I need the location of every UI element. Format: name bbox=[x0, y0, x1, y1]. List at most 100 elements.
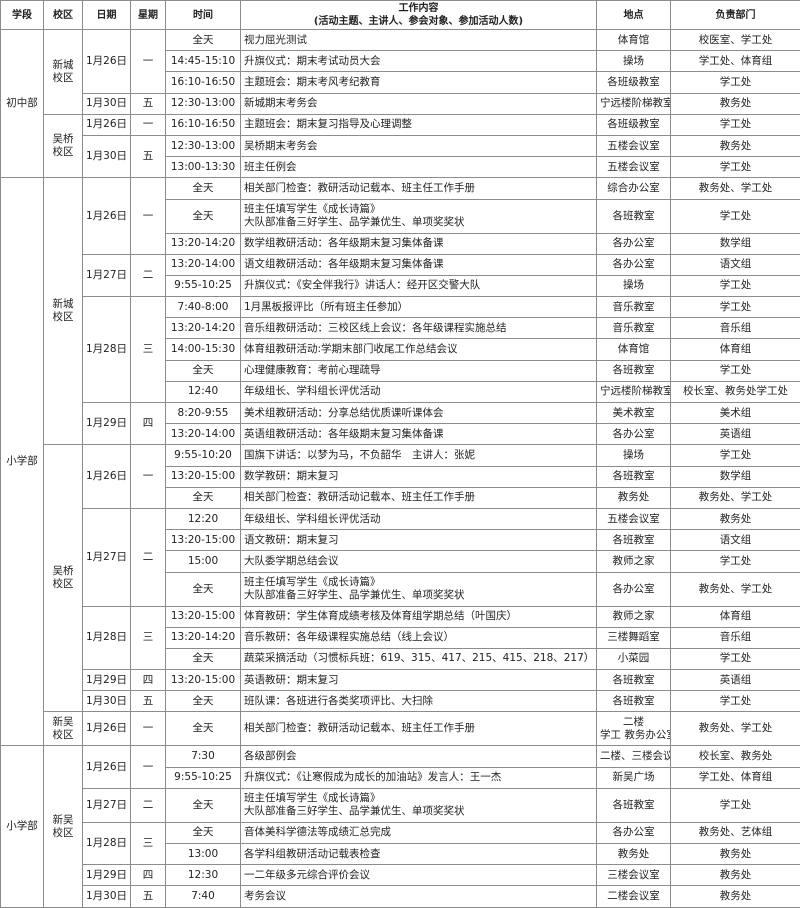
dept-cell: 教务处、艺体组 bbox=[671, 822, 800, 843]
time-cell: 13:20-14:00 bbox=[166, 254, 241, 275]
time-cell: 全天 bbox=[166, 199, 241, 233]
header-content: 工作内容 (活动主题、主讲人、参会对象、参加活动人数) bbox=[241, 1, 597, 30]
location-line: 宁远楼阶梯教室 bbox=[600, 385, 667, 398]
content-cell: 视力屈光测试 bbox=[241, 30, 597, 51]
content-cell: 班队课：各班进行各类奖项评比、大扫除 bbox=[241, 691, 597, 712]
weekday-cell: 四 bbox=[131, 865, 166, 886]
content-line: 班主任填写学生《成长诗篇》 bbox=[244, 203, 593, 216]
campus-label: 新城 bbox=[47, 59, 79, 72]
content-cell: 音体美科学德法等成绩汇总完成 bbox=[241, 822, 597, 843]
location-cell: 教务处 bbox=[597, 844, 671, 865]
campus-cell: 新城校区 bbox=[44, 178, 83, 445]
location-line: 五楼会议室 bbox=[600, 513, 667, 526]
time-cell: 7:40-8:00 bbox=[166, 297, 241, 318]
dept-cell: 学工处、体育组 bbox=[671, 51, 800, 72]
content-cell: 语文组教研活动：各年级期末复习集体备课 bbox=[241, 254, 597, 275]
content-cell: 吴桥期末考务会 bbox=[241, 135, 597, 156]
location-cell: 各班教室 bbox=[597, 530, 671, 551]
content-cell: 升旗仪式：《让寒假成为成长的加油站》发言人：王一杰 bbox=[241, 767, 597, 788]
location-line: 教务处 bbox=[600, 848, 667, 861]
location-line: 三楼舞蹈室 bbox=[600, 631, 667, 644]
content-line: 考务会议 bbox=[244, 890, 593, 903]
date-cell: 1月26日 bbox=[83, 178, 131, 254]
content-line: 升旗仪式：《让寒假成为成长的加油站》发言人：王一杰 bbox=[244, 771, 593, 784]
content-line: 班主任填写学生《成长诗篇》 bbox=[244, 576, 593, 589]
time-cell: 13:20-14:00 bbox=[166, 424, 241, 445]
location-cell: 体育馆 bbox=[597, 30, 671, 51]
content-cell: 大队委学期总结会议 bbox=[241, 551, 597, 572]
location-cell: 操场 bbox=[597, 445, 671, 466]
dept-cell: 教务处、学工处 bbox=[671, 712, 800, 746]
date-cell: 1月29日 bbox=[83, 403, 131, 445]
dept-cell: 数学组 bbox=[671, 233, 800, 254]
dept-cell: 学工处 bbox=[671, 72, 800, 93]
header-content-title: 工作内容 bbox=[244, 2, 593, 15]
content-cell: 体育组教研活动:学期末部门收尾工作总结会议 bbox=[241, 339, 597, 360]
location-line: 各办公室 bbox=[600, 583, 667, 596]
date-cell: 1月26日 bbox=[83, 114, 131, 135]
content-line: 大队部准备三好学生、品学兼优生、单项奖奖状 bbox=[244, 216, 593, 229]
location-cell: 二楼、三楼会议室 bbox=[597, 746, 671, 767]
content-cell: 1月黑板报评比（所有班主任参加） bbox=[241, 297, 597, 318]
date-cell: 1月28日 bbox=[83, 606, 131, 670]
content-line: 班队课：各班进行各类奖项评比、大扫除 bbox=[244, 695, 593, 708]
location-line: 三楼会议室 bbox=[600, 869, 667, 882]
location-line: 各班级教室 bbox=[600, 76, 667, 89]
dept-cell: 教务处、学工处 bbox=[671, 178, 800, 199]
dept-cell: 校长室、教务处学工处 bbox=[671, 381, 800, 402]
weekday-cell: 五 bbox=[131, 886, 166, 907]
location-line: 新吴广场 bbox=[600, 771, 667, 784]
time-cell: 12:20 bbox=[166, 508, 241, 529]
content-line: 大队部准备三好学生、品学兼优生、单项奖奖状 bbox=[244, 805, 593, 818]
time-cell: 13:20-14:20 bbox=[166, 233, 241, 254]
time-cell: 16:10-16:50 bbox=[166, 72, 241, 93]
weekday-cell: 三 bbox=[131, 606, 166, 670]
date-cell: 1月27日 bbox=[83, 788, 131, 822]
dept-cell: 教务处、学工处 bbox=[671, 572, 800, 606]
location-line: 综合办公室 bbox=[600, 182, 667, 195]
weekday-cell: 三 bbox=[131, 297, 166, 403]
weekday-cell: 一 bbox=[131, 445, 166, 509]
location-cell: 各办公室 bbox=[597, 233, 671, 254]
campus-label: 校区 bbox=[47, 311, 79, 324]
location-cell: 教师之家 bbox=[597, 606, 671, 627]
content-line: 吴桥期末考务会 bbox=[244, 140, 593, 153]
weekday-cell: 一 bbox=[131, 30, 166, 94]
campus-label: 校区 bbox=[47, 827, 79, 840]
division-cell: 小学部 bbox=[1, 178, 44, 746]
location-cell: 美术教室 bbox=[597, 403, 671, 424]
campus-label: 新吴 bbox=[47, 814, 79, 827]
content-cell: 班主任例会 bbox=[241, 157, 597, 178]
dept-cell: 英语组 bbox=[671, 670, 800, 691]
location-line: 各班教室 bbox=[600, 534, 667, 547]
location-cell: 三楼舞蹈室 bbox=[597, 627, 671, 648]
content-line: 相关部门检查：教研活动记载本、班主任工作手册 bbox=[244, 182, 593, 195]
time-cell: 全天 bbox=[166, 487, 241, 508]
time-cell: 全天 bbox=[166, 648, 241, 669]
location-line: 各办公室 bbox=[600, 258, 667, 271]
time-cell: 8:20-9:55 bbox=[166, 403, 241, 424]
content-line: 数学组教研活动：各年级期末复习集体备课 bbox=[244, 237, 593, 250]
time-cell: 15:00 bbox=[166, 551, 241, 572]
location-cell: 教师之家 bbox=[597, 551, 671, 572]
time-cell: 7:30 bbox=[166, 746, 241, 767]
location-cell: 各班教室 bbox=[597, 360, 671, 381]
time-cell: 全天 bbox=[166, 360, 241, 381]
content-line: 相关部门检查：教研活动记载本、班主任工作手册 bbox=[244, 491, 593, 504]
location-line: 教师之家 bbox=[600, 555, 667, 568]
location-cell: 体育馆 bbox=[597, 339, 671, 360]
time-cell: 9:55-10:25 bbox=[166, 275, 241, 296]
date-cell: 1月26日 bbox=[83, 746, 131, 788]
content-cell: 语文教研：期末复习 bbox=[241, 530, 597, 551]
location-cell: 各班级教室 bbox=[597, 72, 671, 93]
dept-cell: 学工处 bbox=[671, 551, 800, 572]
content-line: 一二年级多元综合评价会议 bbox=[244, 869, 593, 882]
dept-cell: 体育组 bbox=[671, 339, 800, 360]
